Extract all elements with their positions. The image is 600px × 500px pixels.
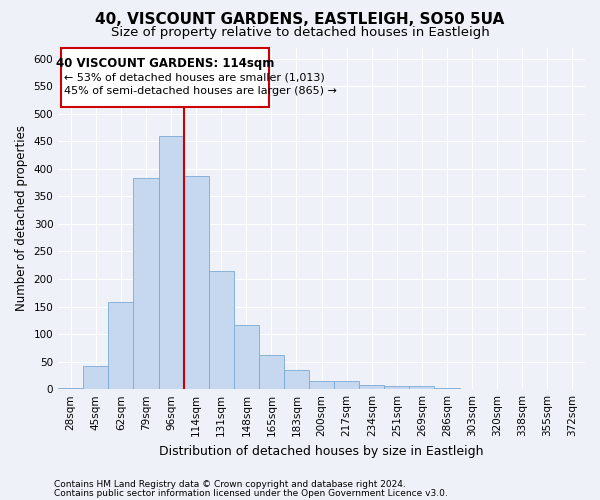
Bar bbox=[58, 388, 83, 389]
Text: Contains public sector information licensed under the Open Government Licence v3: Contains public sector information licen… bbox=[54, 488, 448, 498]
Text: 40, VISCOUNT GARDENS, EASTLEIGH, SO50 5UA: 40, VISCOUNT GARDENS, EASTLEIGH, SO50 5U… bbox=[95, 12, 505, 28]
Bar bbox=[83, 366, 109, 389]
Bar bbox=[158, 136, 184, 389]
Bar bbox=[409, 386, 434, 389]
Bar bbox=[234, 324, 259, 389]
Bar bbox=[434, 388, 460, 389]
FancyBboxPatch shape bbox=[61, 48, 269, 107]
Bar bbox=[133, 178, 158, 389]
Bar bbox=[184, 176, 209, 389]
X-axis label: Distribution of detached houses by size in Eastleigh: Distribution of detached houses by size … bbox=[160, 444, 484, 458]
Text: 40 VISCOUNT GARDENS: 114sqm: 40 VISCOUNT GARDENS: 114sqm bbox=[56, 58, 274, 70]
Bar bbox=[209, 270, 234, 389]
Text: 45% of semi-detached houses are larger (865) →: 45% of semi-detached houses are larger (… bbox=[64, 86, 337, 96]
Bar bbox=[109, 302, 133, 389]
Bar bbox=[359, 385, 385, 389]
Text: Contains HM Land Registry data © Crown copyright and database right 2024.: Contains HM Land Registry data © Crown c… bbox=[54, 480, 406, 489]
Bar bbox=[334, 382, 359, 389]
Bar bbox=[385, 386, 409, 389]
Bar bbox=[284, 370, 309, 389]
Text: Size of property relative to detached houses in Eastleigh: Size of property relative to detached ho… bbox=[110, 26, 490, 39]
Y-axis label: Number of detached properties: Number of detached properties bbox=[15, 126, 28, 312]
Text: ← 53% of detached houses are smaller (1,013): ← 53% of detached houses are smaller (1,… bbox=[64, 72, 325, 83]
Bar bbox=[259, 355, 284, 389]
Bar bbox=[309, 382, 334, 389]
